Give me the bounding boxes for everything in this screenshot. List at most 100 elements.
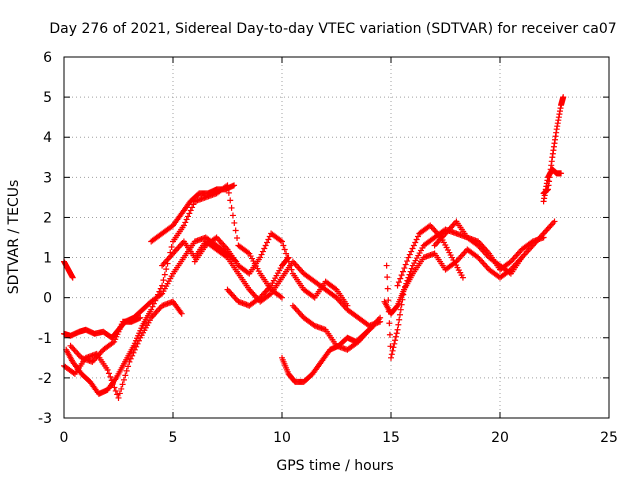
data-point — [120, 376, 127, 383]
y-tick-label: -2 — [38, 371, 52, 387]
data-point — [228, 204, 235, 211]
data-point — [182, 219, 189, 226]
y-tick-label: 1 — [43, 251, 52, 267]
data-point — [115, 394, 122, 401]
data-point — [225, 189, 232, 196]
data-point — [125, 363, 132, 370]
data-point — [392, 333, 399, 340]
data-point — [558, 170, 565, 177]
data-point — [332, 285, 339, 292]
axis-ticks: 0 5 10 15 20 25 -3 -2 -1 0 1 2 3 4 5 6 — [38, 50, 618, 446]
data-point — [108, 377, 115, 384]
data-point — [112, 387, 119, 394]
data-point — [390, 344, 397, 351]
plot-frame — [63, 56, 610, 419]
data-point — [280, 242, 287, 249]
data-point — [111, 384, 118, 391]
data-point — [413, 236, 420, 243]
data-point — [133, 343, 140, 350]
data-point — [412, 239, 419, 246]
data-point — [227, 197, 234, 204]
data-point — [119, 381, 126, 388]
data-point — [178, 310, 185, 317]
data-point — [398, 301, 405, 308]
data-point — [261, 245, 268, 252]
data-point — [391, 340, 398, 347]
data-point — [383, 262, 390, 269]
data-point — [148, 306, 155, 313]
data-point — [156, 288, 163, 295]
y-tick-label: 4 — [43, 130, 52, 146]
data-point — [288, 266, 295, 273]
x-tick-label: 0 — [60, 430, 69, 446]
y-tick-label: 6 — [43, 50, 52, 66]
data-point — [104, 366, 111, 373]
data-point — [377, 314, 384, 321]
data-point — [414, 233, 421, 240]
data-point — [126, 358, 133, 365]
data-point — [394, 282, 401, 289]
data-point — [386, 331, 393, 338]
series-sat-n — [394, 222, 466, 289]
data-point — [265, 236, 272, 243]
series-sat-q — [540, 94, 567, 197]
data-point — [506, 269, 513, 276]
x-tick-label: 25 — [600, 430, 618, 446]
data-point — [397, 275, 404, 282]
data-point — [396, 316, 403, 323]
data-point — [232, 227, 239, 234]
y-tick-label: -3 — [38, 411, 52, 427]
series-sat-k — [289, 302, 384, 353]
series-sat-i — [224, 254, 292, 309]
data-point — [159, 282, 166, 289]
data-point — [70, 369, 77, 376]
data-point — [404, 258, 411, 265]
data-point — [392, 337, 399, 344]
data-point — [152, 297, 159, 304]
series-sat-h — [191, 230, 351, 309]
data-point — [384, 285, 391, 292]
data-point — [395, 321, 402, 328]
data-point — [223, 253, 230, 260]
data-point — [129, 352, 136, 359]
data-point — [184, 213, 191, 220]
data-point — [386, 320, 393, 327]
data-point — [163, 266, 170, 273]
data-point — [257, 254, 264, 261]
data-point — [284, 255, 291, 262]
data-point — [398, 272, 405, 279]
x-axis-label: GPS time / hours — [276, 458, 393, 474]
x-tick-label: 20 — [491, 430, 509, 446]
data-point — [130, 349, 137, 356]
data-point — [161, 271, 168, 278]
y-tick-label: 2 — [43, 210, 52, 226]
data-point — [277, 237, 284, 244]
data-point — [408, 265, 415, 272]
data-point — [285, 254, 292, 261]
y-tick-label: 0 — [43, 291, 52, 307]
data-point — [395, 279, 402, 286]
y-axis-label: SDTVAR / TECUs — [6, 180, 22, 295]
data-point — [384, 274, 391, 281]
data-point — [123, 367, 130, 374]
data-point — [560, 94, 567, 101]
data-point — [388, 354, 394, 361]
data-point — [229, 212, 236, 219]
data-point — [131, 346, 138, 353]
data-point — [109, 339, 116, 346]
data-point — [69, 274, 76, 281]
data-point — [389, 347, 396, 354]
series-sat-e — [67, 314, 144, 365]
series-sat-m — [381, 246, 525, 317]
series-sat-p — [540, 166, 565, 205]
data-point — [266, 291, 273, 298]
x-tick-label: 15 — [382, 430, 400, 446]
data-point — [127, 355, 134, 362]
data-point — [149, 303, 156, 310]
data-point — [283, 250, 290, 257]
data-point — [396, 311, 403, 318]
y-tick-label: 3 — [43, 170, 52, 186]
data-point — [168, 244, 175, 251]
data-point — [116, 390, 123, 397]
series-sat-d — [61, 298, 185, 401]
